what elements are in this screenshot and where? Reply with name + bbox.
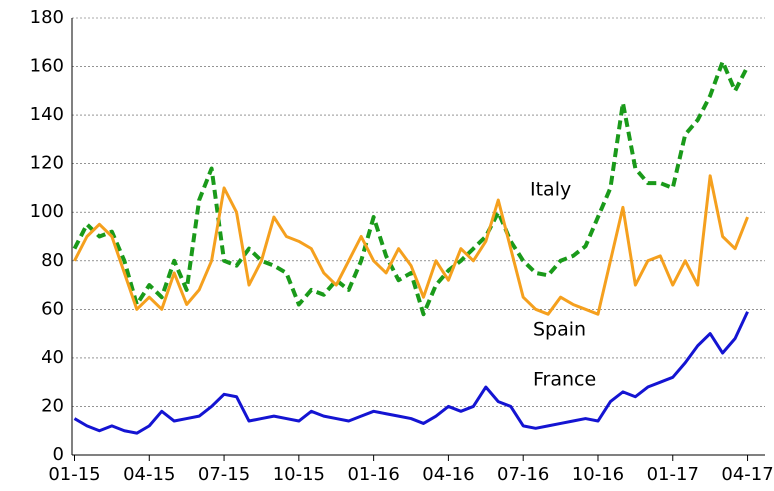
series-line [72,59,750,317]
series-line [73,174,749,316]
y-tick-label: 100 [30,201,64,222]
x-tick-label: 07-16 [497,464,549,485]
series-label: Spain [533,319,586,341]
x-tick-label: 01-16 [347,464,399,485]
x-tick-label: 10-15 [273,464,325,485]
y-tick-label: 160 [30,56,64,77]
x-tick-label: 01-17 [647,464,699,485]
x-tick-label: 04-15 [123,464,175,485]
y-tick-label: 180 [30,7,64,28]
y-tick-label: 80 [41,250,64,271]
y-tick-label: 20 [41,395,64,416]
series-line [73,311,749,435]
series-label: Italy [530,179,571,201]
x-tick-label: 04-17 [721,464,773,485]
y-tick-label: 0 [53,444,64,465]
x-tick-label: 01-15 [48,464,100,485]
x-tick-label: 10-16 [572,464,624,485]
y-tick-label: 60 [41,298,64,319]
y-tick-label: 40 [41,347,64,368]
series-label: France [533,369,596,391]
x-tick-label: 04-16 [422,464,474,485]
y-tick-label: 140 [30,104,64,125]
x-tick-label: 07-15 [198,464,250,485]
y-tick-label: 120 [30,153,64,174]
